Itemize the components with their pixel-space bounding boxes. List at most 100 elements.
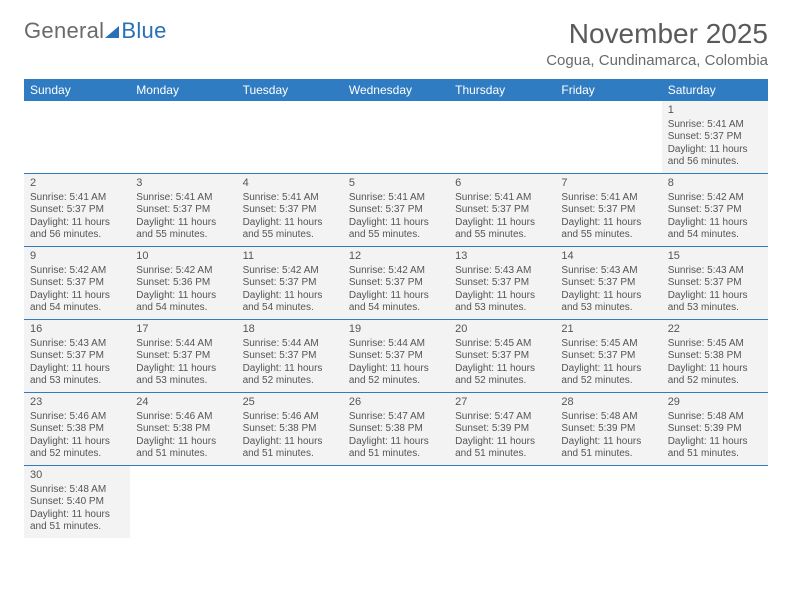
sunset-line: Sunset: 5:37 PM [668, 204, 762, 217]
day-cell: 23Sunrise: 5:46 AMSunset: 5:38 PMDayligh… [24, 393, 130, 465]
daylight-line: Daylight: 11 hours and 55 minutes. [455, 217, 549, 242]
header: General Blue November 2025 Cogua, Cundin… [24, 18, 768, 69]
title-block: November 2025 Cogua, Cundinamarca, Colom… [546, 18, 768, 69]
day-cell [555, 101, 661, 173]
day-cell: 5Sunrise: 5:41 AMSunset: 5:37 PMDaylight… [343, 174, 449, 246]
day-cell: 16Sunrise: 5:43 AMSunset: 5:37 PMDayligh… [24, 320, 130, 392]
location-subtitle: Cogua, Cundinamarca, Colombia [546, 52, 768, 69]
sunset-line: Sunset: 5:38 PM [349, 423, 443, 436]
daylight-line: Daylight: 11 hours and 52 minutes. [349, 363, 443, 388]
sunset-line: Sunset: 5:37 PM [455, 350, 549, 363]
day-cell [449, 466, 555, 538]
daylight-line: Daylight: 11 hours and 52 minutes. [455, 363, 549, 388]
day-cell: 12Sunrise: 5:42 AMSunset: 5:37 PMDayligh… [343, 247, 449, 319]
day-cell: 7Sunrise: 5:41 AMSunset: 5:37 PMDaylight… [555, 174, 661, 246]
sunrise-line: Sunrise: 5:44 AM [136, 338, 230, 351]
daylight-line: Daylight: 11 hours and 51 minutes. [30, 509, 124, 534]
day-cell [237, 466, 343, 538]
sunrise-line: Sunrise: 5:43 AM [668, 265, 762, 278]
day-cell: 29Sunrise: 5:48 AMSunset: 5:39 PMDayligh… [662, 393, 768, 465]
sunrise-line: Sunrise: 5:43 AM [30, 338, 124, 351]
sunset-line: Sunset: 5:37 PM [30, 350, 124, 363]
day-cell: 17Sunrise: 5:44 AMSunset: 5:37 PMDayligh… [130, 320, 236, 392]
sunset-line: Sunset: 5:37 PM [243, 350, 337, 363]
sunrise-line: Sunrise: 5:42 AM [243, 265, 337, 278]
sunset-line: Sunset: 5:38 PM [30, 423, 124, 436]
day-cell: 19Sunrise: 5:44 AMSunset: 5:37 PMDayligh… [343, 320, 449, 392]
daylight-line: Daylight: 11 hours and 53 minutes. [30, 363, 124, 388]
day-cell: 20Sunrise: 5:45 AMSunset: 5:37 PMDayligh… [449, 320, 555, 392]
day-cell: 21Sunrise: 5:45 AMSunset: 5:37 PMDayligh… [555, 320, 661, 392]
sunrise-line: Sunrise: 5:42 AM [349, 265, 443, 278]
day-header: Saturday [662, 79, 768, 101]
sunrise-line: Sunrise: 5:45 AM [668, 338, 762, 351]
sunset-line: Sunset: 5:37 PM [668, 131, 762, 144]
day-number: 17 [136, 323, 230, 337]
daylight-line: Daylight: 11 hours and 51 minutes. [243, 436, 337, 461]
day-cell [662, 466, 768, 538]
day-header: Wednesday [343, 79, 449, 101]
day-number: 30 [30, 469, 124, 483]
daylight-line: Daylight: 11 hours and 51 minutes. [561, 436, 655, 461]
sunrise-line: Sunrise: 5:48 AM [561, 411, 655, 424]
day-number: 8 [668, 177, 762, 191]
day-number: 3 [136, 177, 230, 191]
day-header: Monday [130, 79, 236, 101]
sunrise-line: Sunrise: 5:42 AM [668, 192, 762, 205]
daylight-line: Daylight: 11 hours and 51 minutes. [455, 436, 549, 461]
day-cell: 3Sunrise: 5:41 AMSunset: 5:37 PMDaylight… [130, 174, 236, 246]
sunrise-line: Sunrise: 5:42 AM [136, 265, 230, 278]
sunrise-line: Sunrise: 5:41 AM [243, 192, 337, 205]
day-number: 27 [455, 396, 549, 410]
day-number: 20 [455, 323, 549, 337]
calendar-grid: 1Sunrise: 5:41 AMSunset: 5:37 PMDaylight… [24, 101, 768, 538]
logo-triangle-icon [105, 26, 119, 38]
day-header: Sunday [24, 79, 130, 101]
sunset-line: Sunset: 5:37 PM [136, 350, 230, 363]
sunrise-line: Sunrise: 5:41 AM [668, 119, 762, 132]
daylight-line: Daylight: 11 hours and 55 minutes. [561, 217, 655, 242]
daylight-line: Daylight: 11 hours and 51 minutes. [136, 436, 230, 461]
day-cell: 18Sunrise: 5:44 AMSunset: 5:37 PMDayligh… [237, 320, 343, 392]
day-number: 13 [455, 250, 549, 264]
day-number: 15 [668, 250, 762, 264]
sunset-line: Sunset: 5:37 PM [668, 277, 762, 290]
day-number: 25 [243, 396, 337, 410]
sunset-line: Sunset: 5:39 PM [455, 423, 549, 436]
daylight-line: Daylight: 11 hours and 54 minutes. [349, 290, 443, 315]
day-number: 9 [30, 250, 124, 264]
week-row: 30Sunrise: 5:48 AMSunset: 5:40 PMDayligh… [24, 466, 768, 538]
sunrise-line: Sunrise: 5:46 AM [30, 411, 124, 424]
sunrise-line: Sunrise: 5:44 AM [349, 338, 443, 351]
sunset-line: Sunset: 5:37 PM [561, 350, 655, 363]
sunset-line: Sunset: 5:38 PM [668, 350, 762, 363]
sunrise-line: Sunrise: 5:45 AM [561, 338, 655, 351]
daylight-line: Daylight: 11 hours and 53 minutes. [561, 290, 655, 315]
sunrise-line: Sunrise: 5:43 AM [455, 265, 549, 278]
day-number: 6 [455, 177, 549, 191]
sunrise-line: Sunrise: 5:41 AM [136, 192, 230, 205]
sunset-line: Sunset: 5:37 PM [243, 277, 337, 290]
day-cell: 15Sunrise: 5:43 AMSunset: 5:37 PMDayligh… [662, 247, 768, 319]
day-header: Thursday [449, 79, 555, 101]
sunset-line: Sunset: 5:37 PM [561, 277, 655, 290]
day-cell [130, 466, 236, 538]
day-cell: 25Sunrise: 5:46 AMSunset: 5:38 PMDayligh… [237, 393, 343, 465]
week-row: 2Sunrise: 5:41 AMSunset: 5:37 PMDaylight… [24, 174, 768, 247]
week-row: 16Sunrise: 5:43 AMSunset: 5:37 PMDayligh… [24, 320, 768, 393]
sunset-line: Sunset: 5:37 PM [455, 204, 549, 217]
day-number: 4 [243, 177, 337, 191]
day-cell: 30Sunrise: 5:48 AMSunset: 5:40 PMDayligh… [24, 466, 130, 538]
day-cell: 2Sunrise: 5:41 AMSunset: 5:37 PMDaylight… [24, 174, 130, 246]
sunrise-line: Sunrise: 5:41 AM [455, 192, 549, 205]
day-cell [237, 101, 343, 173]
day-cell [449, 101, 555, 173]
sunset-line: Sunset: 5:37 PM [561, 204, 655, 217]
daylight-line: Daylight: 11 hours and 56 minutes. [668, 144, 762, 169]
day-cell [343, 466, 449, 538]
day-number: 11 [243, 250, 337, 264]
daylight-line: Daylight: 11 hours and 54 minutes. [668, 217, 762, 242]
day-number: 16 [30, 323, 124, 337]
day-number: 22 [668, 323, 762, 337]
sunrise-line: Sunrise: 5:47 AM [349, 411, 443, 424]
